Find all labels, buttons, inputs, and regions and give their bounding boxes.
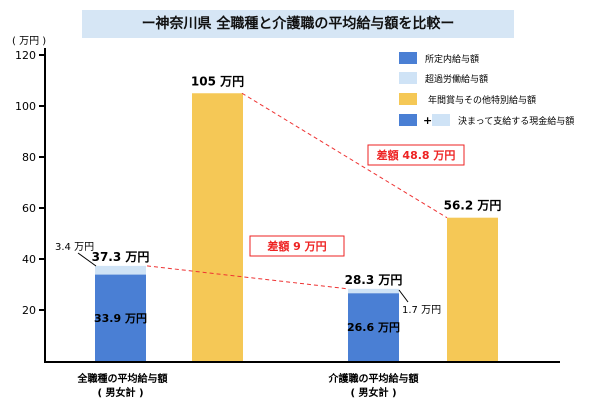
difference-label: 差額 9 万円 (267, 239, 326, 253)
category-sublabel: ( 男女計 ) (350, 386, 396, 399)
callout-line (398, 289, 409, 303)
y-tick-label: 80 (22, 151, 36, 164)
bar-base-salary (95, 274, 146, 361)
legend-label: 超過労働給与額 (425, 73, 488, 85)
legend-plus: + (423, 114, 432, 127)
base-salary-label: 33.9 万円 (94, 312, 147, 325)
legend-swatch (399, 72, 417, 84)
bar-overtime (95, 265, 146, 275)
legend-swatch (399, 93, 417, 105)
overtime-label: 1.7 万円 (402, 305, 441, 316)
difference-box (367, 144, 465, 166)
difference-line (241, 92, 448, 219)
legend-label: 所定内給与額 (425, 53, 479, 65)
bonus-label: 56.2 万円 (444, 199, 502, 213)
bonus-label: 105 万円 (191, 74, 244, 88)
difference-line (146, 265, 349, 290)
legend-label: 決まって支給する現金給与額 (458, 115, 574, 127)
y-tick-label: 20 (22, 304, 36, 317)
callout-line (77, 252, 97, 267)
legend-swatch (399, 114, 417, 126)
bar-bonus (447, 217, 498, 361)
y-axis-label: ( 万円 ) (12, 36, 46, 47)
category-label: 全職種の平均給与額 (77, 372, 168, 385)
y-tick-label: 100 (15, 100, 36, 113)
y-tick-label: 60 (22, 202, 36, 215)
bar-overtime (348, 288, 399, 294)
bar-base-salary (348, 293, 399, 361)
category-label: 介護職の平均給与額 (328, 372, 419, 385)
chart-title: ー神奈川県 全職種と介護職の平均給与額を比較ー (82, 10, 514, 38)
y-tick-label: 120 (15, 49, 36, 62)
overtime-label: 3.4 万円 (55, 242, 94, 253)
total-label: 37.3 万円 (92, 250, 150, 264)
legend-label: 年間賞与その他特別給与額 (428, 94, 536, 106)
y-tick-label: 40 (22, 253, 36, 266)
base-salary-label: 26.6 万円 (347, 321, 400, 334)
difference-box (249, 235, 345, 257)
total-label: 28.3 万円 (345, 273, 403, 287)
bar-bonus (192, 93, 243, 361)
category-sublabel: ( 男女計 ) (97, 386, 143, 399)
legend-swatch (399, 52, 417, 64)
legend-swatch (432, 114, 450, 126)
difference-label: 差額 48.8 万円 (377, 148, 456, 162)
